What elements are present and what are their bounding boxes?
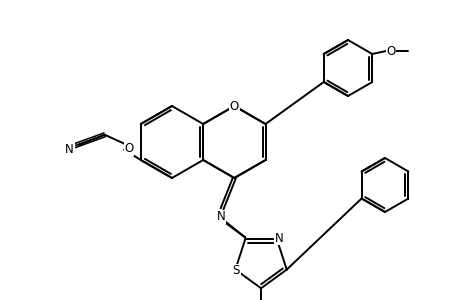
Text: N: N	[216, 210, 225, 223]
Text: S: S	[232, 264, 240, 277]
Text: O: O	[229, 100, 239, 112]
Text: O: O	[124, 142, 134, 155]
Text: O: O	[386, 44, 395, 58]
Text: N: N	[274, 232, 283, 245]
Text: N: N	[65, 142, 74, 155]
